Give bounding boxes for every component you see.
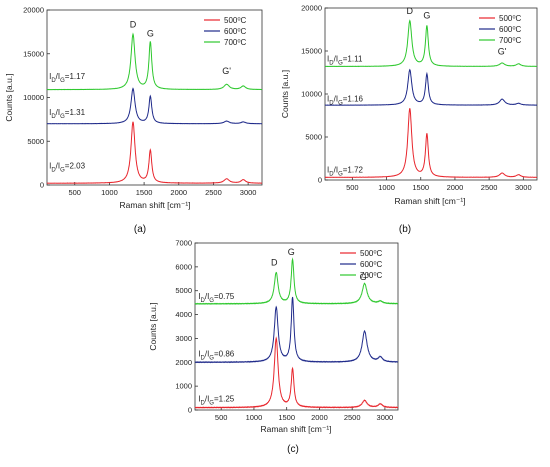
ratio-annotation: ID/IG=0.86 xyxy=(198,349,234,361)
ratio-annotation: ID/IG=1.72 xyxy=(327,165,363,177)
y-tick-label: 5000 xyxy=(175,286,192,295)
x-tick-label: 2500 xyxy=(481,183,498,192)
ratio-annotation: ID/IG=1.31 xyxy=(49,108,85,120)
peak-annotation: D xyxy=(130,20,137,30)
peak-annotation: G' xyxy=(360,272,369,282)
peak-annotation: G xyxy=(288,247,295,257)
y-tick-label: 1000 xyxy=(175,382,192,391)
y-axis-label: Counts [a.u.] xyxy=(280,70,290,118)
x-tick-label: 500 xyxy=(68,188,81,197)
y-tick-label: 15000 xyxy=(301,47,322,56)
peak-annotation: G xyxy=(423,10,430,20)
x-tick-label: 1500 xyxy=(412,183,429,192)
panel-label: (b) xyxy=(399,224,411,235)
legend-entry-1: 500⁰C xyxy=(360,249,383,258)
y-tick-label: 4000 xyxy=(175,310,192,319)
x-axis-label: Raman shift [cm⁻¹] xyxy=(260,424,331,434)
ratio-annotation: ID/IG=1.25 xyxy=(198,395,234,407)
x-tick-label: 500 xyxy=(215,413,228,422)
peak-annotation: G' xyxy=(222,66,231,76)
series-line-3 xyxy=(194,257,399,305)
y-tick-label: 6000 xyxy=(175,262,192,271)
x-axis-label: Raman shift [cm⁻¹] xyxy=(119,200,190,210)
chart-panel-2: 500 1000 1500 2000 2500 3000 0 5000 10000 15000 20… xyxy=(280,4,538,235)
x-tick-label: 2000 xyxy=(170,188,187,197)
y-tick-label: 20000 xyxy=(301,4,322,13)
y-tick-label: 10000 xyxy=(23,93,44,102)
legend-entry-3: 700⁰C xyxy=(499,36,522,45)
legend-entry-3: 700⁰C xyxy=(224,38,247,47)
series-line-1 xyxy=(324,108,538,179)
legend-entry-2: 600⁰C xyxy=(360,260,383,269)
x-tick-label: 2000 xyxy=(447,183,464,192)
x-tick-label: 2500 xyxy=(344,413,361,422)
peak-annotation: D xyxy=(407,6,414,16)
series-line-1 xyxy=(194,336,399,409)
ratio-annotation: ID/IG=1.11 xyxy=(327,54,363,66)
legend-entry-2: 600⁰C xyxy=(224,27,247,36)
x-axis-label: Raman shift [cm⁻¹] xyxy=(394,196,465,206)
y-tick-label: 5000 xyxy=(305,133,322,142)
series-line-2 xyxy=(324,68,537,106)
chart-panel-3: 500 1000 1500 2000 2500 3000 0 1000 2000 3000 4000… xyxy=(148,239,399,455)
series-line-2 xyxy=(194,296,399,364)
legend-entry-3: 700⁰C xyxy=(360,271,383,280)
y-tick-label: 0 xyxy=(318,176,322,185)
x-tick-label: 1500 xyxy=(278,413,295,422)
x-tick-label: 2500 xyxy=(205,188,222,197)
ratio-annotation: ID/IG=1.16 xyxy=(327,95,363,107)
x-tick-label: 1000 xyxy=(378,183,395,192)
series-line-3 xyxy=(324,19,537,68)
ratio-annotation: ID/IG=0.75 xyxy=(198,292,234,304)
legend-entry-1: 500⁰C xyxy=(224,16,247,25)
legend-entry-1: 500⁰C xyxy=(499,14,522,23)
x-tick-label: 500 xyxy=(346,183,359,192)
peak-annotation: D xyxy=(271,258,278,268)
ratio-annotation: ID/IG=2.03 xyxy=(49,161,85,173)
panel-label: (a) xyxy=(134,224,146,235)
y-tick-label: 20000 xyxy=(23,6,44,15)
y-tick-label: 7000 xyxy=(175,239,192,248)
y-tick-label: 10000 xyxy=(301,90,322,99)
series-line-2 xyxy=(46,87,262,125)
chart-panel-1: 500 1000 1500 2000 2500 3000 0 5000 10000 15000 20… xyxy=(4,6,263,235)
y-tick-label: 15000 xyxy=(23,49,44,58)
y-axis-label: Counts [a.u.] xyxy=(148,302,158,350)
y-tick-label: 2000 xyxy=(175,358,192,367)
x-tick-label: 2000 xyxy=(311,413,328,422)
y-tick-label: 3000 xyxy=(175,334,192,343)
x-tick-label: 3000 xyxy=(515,183,532,192)
panel-label: (c) xyxy=(287,444,299,455)
legend-entry-2: 600⁰C xyxy=(499,25,522,34)
y-tick-label: 0 xyxy=(40,181,44,190)
y-axis-label: Counts [a.u.] xyxy=(4,73,14,121)
x-tick-label: 3000 xyxy=(240,188,257,197)
x-tick-label: 1500 xyxy=(136,188,153,197)
plot-frame xyxy=(194,242,399,411)
ratio-annotation: ID/IG=1.17 xyxy=(49,72,85,84)
peak-annotation: G' xyxy=(498,46,507,56)
plot-frame xyxy=(46,9,263,186)
y-tick-label: 5000 xyxy=(27,137,44,146)
x-tick-label: 1000 xyxy=(101,188,118,197)
peak-annotation: G xyxy=(147,28,154,38)
series-line-3 xyxy=(46,32,262,91)
x-tick-label: 3000 xyxy=(377,413,394,422)
x-tick-label: 1000 xyxy=(246,413,263,422)
series-line-1 xyxy=(46,121,263,184)
y-tick-label: 0 xyxy=(188,406,192,415)
